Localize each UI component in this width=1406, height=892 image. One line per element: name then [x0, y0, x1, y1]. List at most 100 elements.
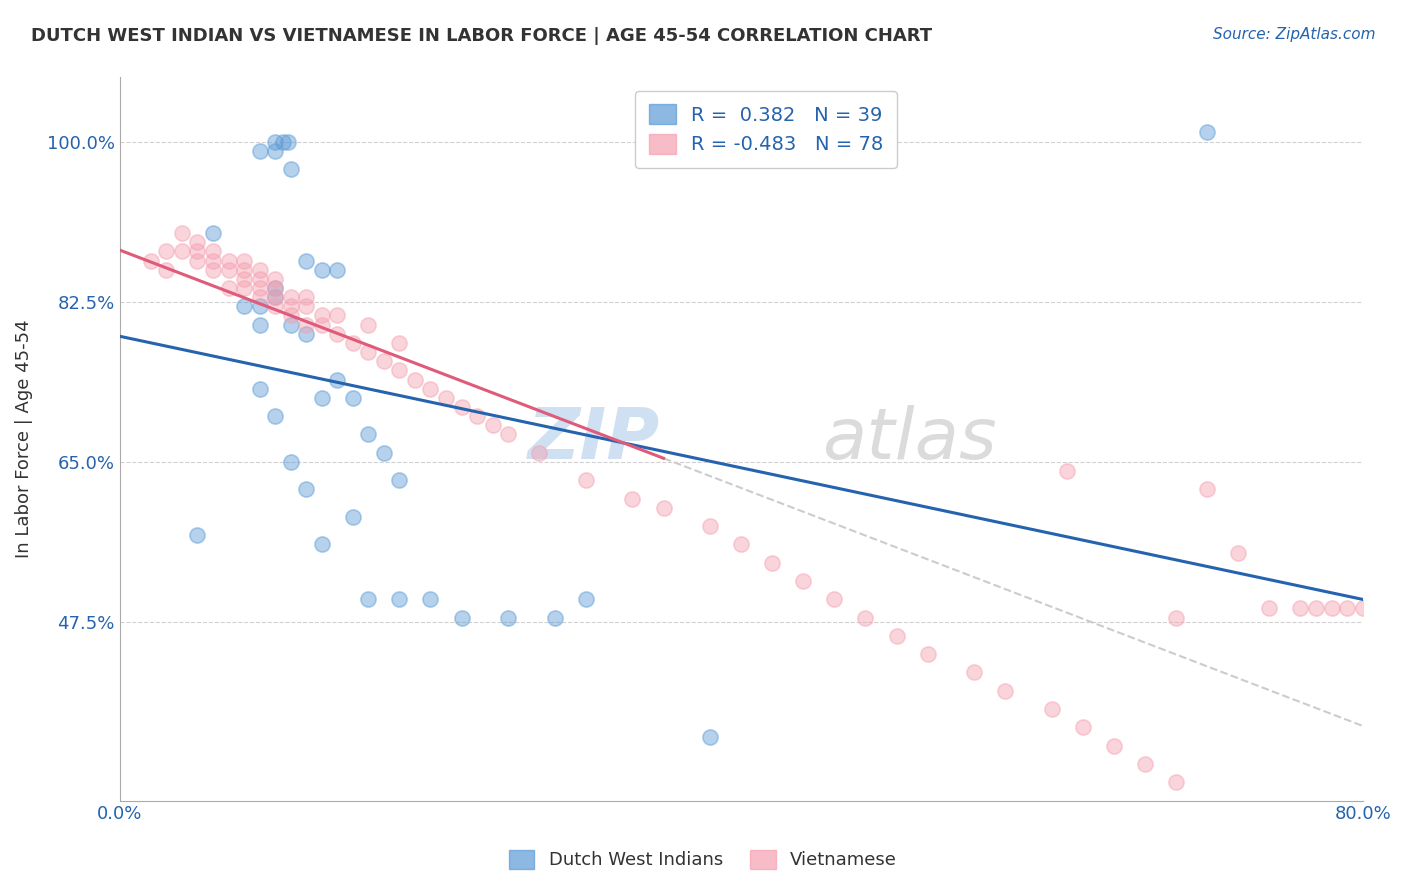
Point [186, 528, 208, 542]
Point [277, 135, 299, 149]
Point [218, 262, 240, 277]
Point [1351, 601, 1374, 615]
Point [1320, 601, 1343, 615]
Point [963, 665, 986, 680]
Point [855, 610, 877, 624]
Point [280, 455, 302, 469]
Point [917, 647, 939, 661]
Point [249, 382, 271, 396]
Point [1227, 546, 1250, 560]
Point [575, 592, 598, 607]
Point [388, 363, 411, 377]
Point [823, 592, 845, 607]
Point [264, 290, 287, 304]
Point [233, 253, 256, 268]
Point [280, 309, 302, 323]
Point [186, 235, 208, 250]
Point [264, 290, 287, 304]
Point [1336, 601, 1358, 615]
Point [295, 253, 318, 268]
Point [280, 161, 302, 176]
Point [264, 272, 287, 286]
Point [233, 272, 256, 286]
Text: Source: ZipAtlas.com: Source: ZipAtlas.com [1212, 27, 1375, 42]
Point [264, 299, 287, 313]
Y-axis label: In Labor Force | Age 45-54: In Labor Force | Age 45-54 [15, 319, 32, 558]
Point [264, 409, 287, 424]
Point [699, 519, 721, 533]
Point [621, 491, 644, 506]
Point [249, 281, 271, 295]
Point [295, 483, 318, 497]
Point [1166, 610, 1188, 624]
Point [186, 253, 208, 268]
Point [201, 262, 224, 277]
Point [465, 409, 488, 424]
Point [326, 262, 349, 277]
Point [373, 354, 395, 368]
Point [529, 446, 551, 460]
Point [1289, 601, 1312, 615]
Point [218, 281, 240, 295]
Point [264, 281, 287, 295]
Point [201, 253, 224, 268]
Point [264, 144, 287, 158]
Point [342, 509, 364, 524]
Point [652, 500, 675, 515]
Point [170, 244, 193, 259]
Point [280, 318, 302, 332]
Point [264, 135, 287, 149]
Point [1197, 483, 1219, 497]
Point [295, 326, 318, 341]
Point [295, 299, 318, 313]
Point [295, 318, 318, 332]
Point [155, 244, 177, 259]
Point [249, 299, 271, 313]
Point [388, 473, 411, 487]
Point [544, 610, 567, 624]
Point [792, 574, 814, 588]
Point [201, 244, 224, 259]
Point [342, 335, 364, 350]
Legend: Dutch West Indians, Vietnamese: Dutch West Indians, Vietnamese [501, 841, 905, 879]
Legend: R =  0.382   N = 39, R = -0.483   N = 78: R = 0.382 N = 39, R = -0.483 N = 78 [636, 91, 897, 168]
Point [761, 556, 783, 570]
Text: DUTCH WEST INDIAN VS VIETNAMESE IN LABOR FORCE | AGE 45-54 CORRELATION CHART: DUTCH WEST INDIAN VS VIETNAMESE IN LABOR… [31, 27, 932, 45]
Point [249, 290, 271, 304]
Point [233, 281, 256, 295]
Point [1133, 757, 1156, 772]
Point [326, 326, 349, 341]
Point [271, 135, 294, 149]
Point [450, 400, 472, 414]
Point [373, 446, 395, 460]
Point [419, 382, 441, 396]
Point [388, 335, 411, 350]
Point [186, 244, 208, 259]
Point [404, 372, 426, 386]
Point [1040, 702, 1063, 716]
Point [357, 318, 380, 332]
Point [886, 629, 908, 643]
Point [419, 592, 441, 607]
Text: atlas: atlas [823, 405, 997, 474]
Point [311, 309, 333, 323]
Point [249, 262, 271, 277]
Point [311, 537, 333, 551]
Point [249, 318, 271, 332]
Point [280, 299, 302, 313]
Point [155, 262, 177, 277]
Point [280, 290, 302, 304]
Point [994, 683, 1017, 698]
Point [481, 418, 503, 433]
Point [201, 226, 224, 240]
Point [311, 262, 333, 277]
Point [249, 144, 271, 158]
Point [295, 290, 318, 304]
Point [218, 253, 240, 268]
Point [249, 272, 271, 286]
Point [388, 592, 411, 607]
Point [434, 391, 457, 405]
Point [450, 610, 472, 624]
Point [1102, 739, 1125, 753]
Point [342, 391, 364, 405]
